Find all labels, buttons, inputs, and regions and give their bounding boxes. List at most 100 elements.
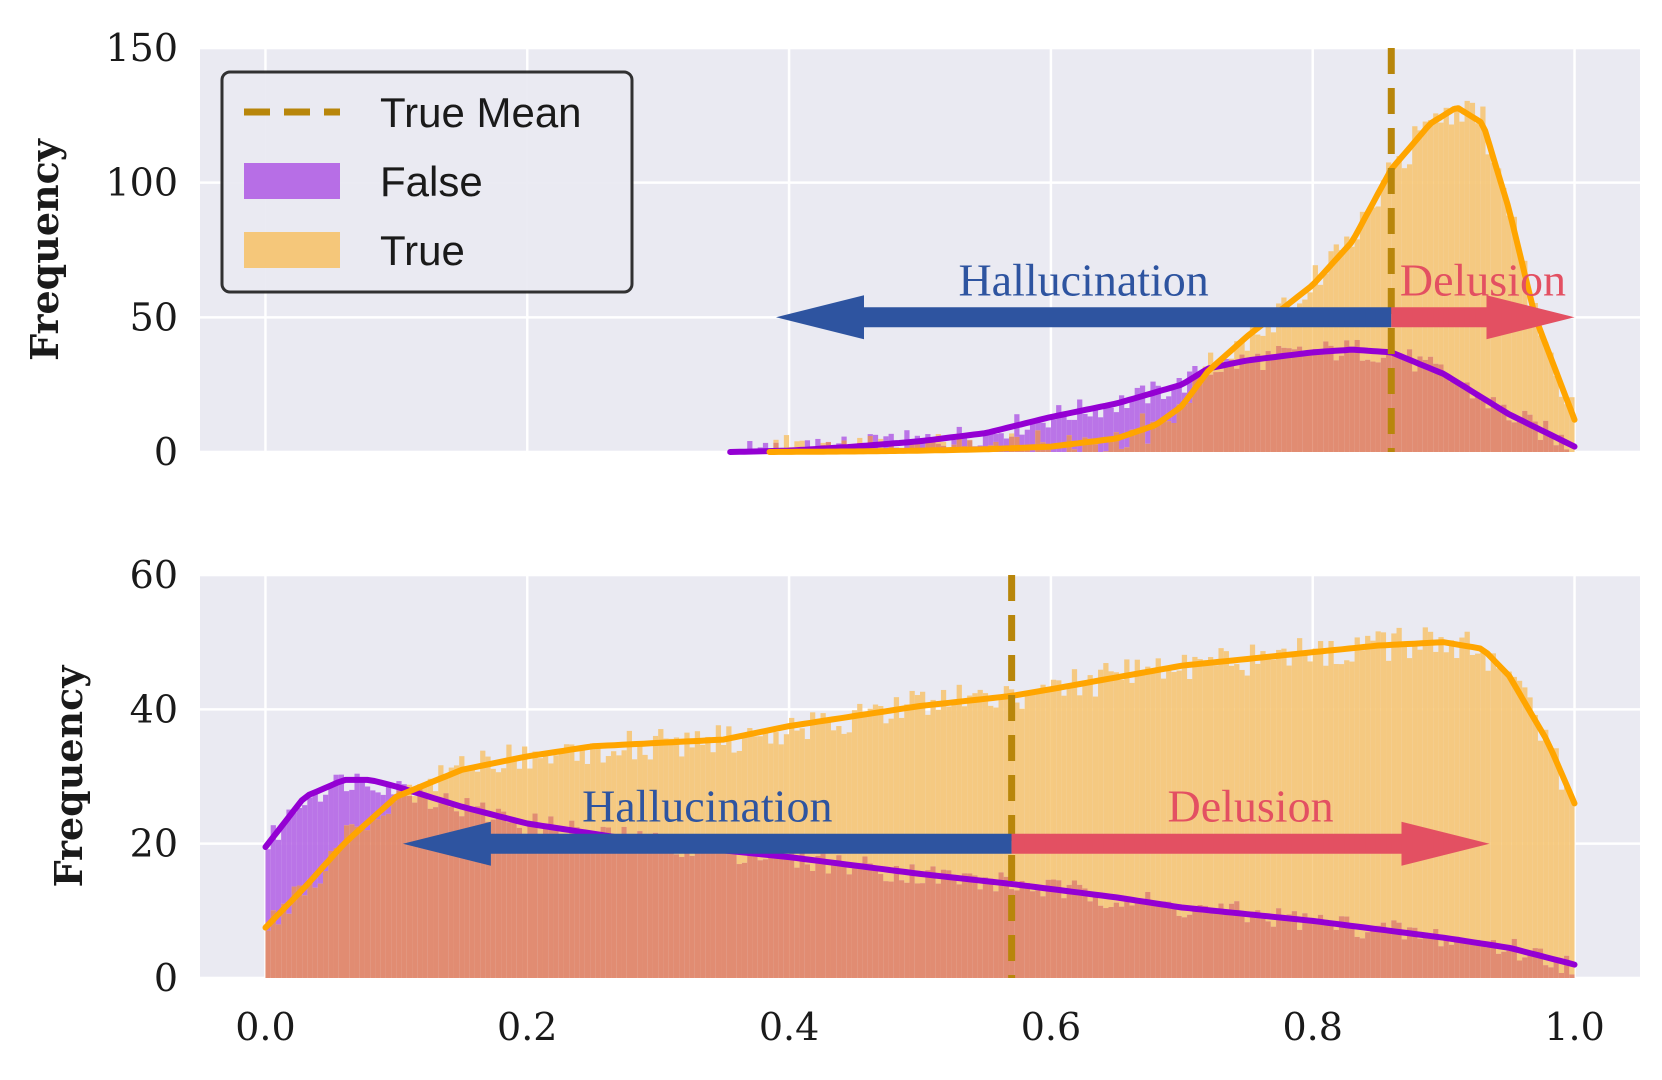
histogram-bar-overlap [1255,353,1261,452]
histogram-bar [422,783,428,797]
histogram-bar [909,690,915,865]
histogram-bar-overlap [1286,914,1292,978]
histogram-bar [710,752,716,848]
histogram-bar-overlap [909,864,915,978]
histogram-bar-overlap [1328,345,1334,452]
histogram-bar-overlap [1417,938,1423,978]
histogram-bar [768,743,774,856]
histogram-bar-overlap [1249,911,1256,978]
histogram-bar [1464,631,1470,940]
histogram-bar [354,773,360,827]
histogram-bar [715,725,722,851]
delusion-label: Delusion [1167,781,1333,832]
histogram-bar-overlap [1166,901,1172,978]
histogram-bar-overlap [1443,938,1449,978]
histogram-bar-overlap [1218,903,1224,978]
histogram-bar [1176,378,1182,405]
histogram-bar [920,438,926,452]
delusion-arrow [1011,821,1490,866]
histogram-bar [1003,438,1010,452]
histogram-bar-overlap [1501,951,1507,978]
histogram-bar [291,812,297,887]
histogram-bar-overlap [1024,450,1030,452]
histogram-bar [1029,420,1036,452]
histogram-bar-overlap [1532,948,1538,978]
histogram-bar-overlap [1187,914,1193,978]
histogram-bar-overlap [967,873,973,978]
histogram-bar-overlap [993,891,999,978]
histogram-bar [427,778,434,809]
histogram-bar [1040,684,1046,897]
histogram-bar-overlap [1485,947,1491,978]
histogram-bar-overlap [328,850,334,978]
histogram-bar [1302,653,1308,914]
histogram-bar [1171,672,1177,904]
histogram-bar [752,736,758,854]
histogram-bar-overlap [799,848,805,978]
histogram-bar-overlap [1401,359,1407,452]
histogram-bar [1276,649,1282,909]
histogram-bar [815,438,821,452]
histogram-bar [1192,366,1198,376]
histogram-bar [1443,652,1449,939]
histogram-bar-overlap [548,816,554,978]
histogram-bar-overlap [1139,901,1146,978]
histogram-bar [344,791,350,826]
histogram-bar-overlap [1365,359,1371,452]
histogram-bar [1270,659,1277,927]
histogram-bar [1208,657,1214,914]
histogram-bar-overlap [448,806,454,978]
histogram-bar-overlap [1302,913,1308,978]
histogram-bar [490,768,496,820]
histogram-bar [1103,405,1109,452]
histogram-bar-overlap [867,863,873,978]
histogram-bar-overlap [1496,953,1502,978]
histogram-bar-overlap [422,796,428,978]
histogram-bar-overlap [1328,925,1334,978]
histogram-bar [1108,407,1114,438]
histogram-bar-overlap [344,825,350,978]
histogram-bar-overlap [815,855,821,978]
histogram-bar [637,741,643,832]
histogram-bar-overlap [1496,406,1502,452]
histogram-bar-overlap [1312,348,1318,452]
histogram-bar [569,744,575,821]
histogram-bar [1454,658,1460,937]
histogram-bar-overlap [694,839,701,978]
histogram-bar [1087,675,1093,902]
histogram-bar [537,758,543,835]
histogram-bar [584,763,591,838]
histogram-bar [1448,124,1455,382]
histogram-bar [1265,658,1271,922]
histogram-bar [652,735,659,833]
histogram-bar [1443,107,1449,374]
histogram-bar [495,772,502,809]
histogram-bar [988,705,994,879]
histogram-bar-overlap [1443,373,1449,452]
histogram-bar-overlap [820,853,826,978]
histogram-bar-overlap [296,885,303,978]
histogram-bar-overlap [1506,950,1512,978]
histogram-bar [1406,164,1413,350]
histogram-bar-overlap [773,442,779,452]
histogram-bar-overlap [1260,369,1266,452]
histogram-bar-overlap [1071,449,1078,452]
histogram-bar [940,441,947,446]
histogram-bar [1527,306,1533,415]
histogram-bar-overlap [914,883,920,978]
histogram-bar-overlap [480,802,486,978]
histogram-bar [841,733,847,863]
histogram-bar [1475,123,1481,393]
histogram-bar [1286,665,1292,915]
histogram-bar-overlap [1469,398,1476,452]
histogram-bar-overlap [1092,444,1099,452]
histogram-bar-overlap [1150,421,1156,452]
histogram-bar [1417,130,1423,357]
legend: True Mean False True [220,70,634,294]
histogram-bar [783,435,790,452]
histogram-bar [1113,672,1119,903]
histogram-bar [1317,641,1324,915]
histogram-bar-overlap [1537,439,1544,452]
histogram-bar [1124,659,1130,902]
histogram-bar [579,746,585,833]
